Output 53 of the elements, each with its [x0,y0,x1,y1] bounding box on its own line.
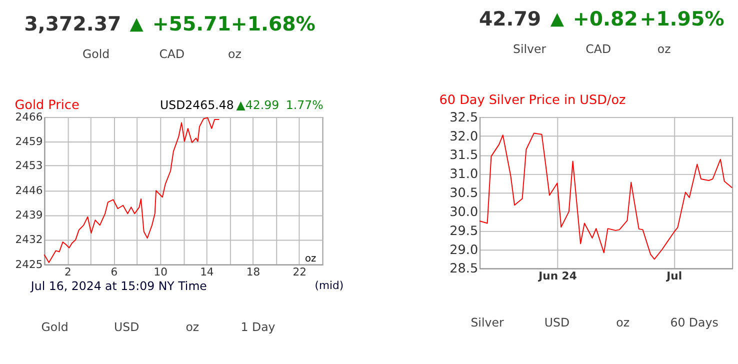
text: Gold [82,46,110,61]
x-tick-label: Jun 24 [538,270,578,283]
text: oz [228,46,242,61]
x-tick-label: 2 [64,266,72,279]
annotation: oz [304,253,316,264]
text: USD2465.48 [160,98,234,112]
y-tick-label: 32.0 [450,129,478,144]
x-tick-label: 10 [154,266,168,279]
text: CAD [586,42,612,56]
y-tick-label: 28.5 [450,262,478,277]
text: Silver [512,42,546,56]
text: 3,372.37 [24,12,122,36]
chart-title: 60 Day Silver Price in USD/oz [439,93,626,108]
y-tick-label: 2446 [15,184,43,198]
y-tick-label: 2459 [15,134,43,148]
x-tick-label: 6 [110,266,118,279]
text: oz [186,320,200,334]
text: 60 Days [670,315,718,330]
text: Silver [470,315,504,330]
text: ▲ [130,14,144,34]
text: Jul 16, 2024 at 15:09 NY Time [30,278,207,293]
text: USD [114,320,140,334]
x-tick-label: 22 [292,266,307,279]
y-tick-label: 2432 [15,233,43,246]
text: +1.95% [640,8,725,31]
text: +0.82 [572,8,638,31]
text: oz [657,42,671,56]
y-tick-label: 29.5 [450,224,478,239]
text: (mid) [314,278,344,292]
y-tick-label: 2425 [15,258,43,271]
text: ▲42.99 [236,98,280,112]
text: Gold [41,320,68,334]
text: 1 Day [240,320,276,334]
line-series [479,132,733,260]
text: 1.77% [286,98,324,112]
text: ▲ [550,10,564,30]
text: oz [616,315,630,330]
text: USD [544,315,570,330]
text: CAD [159,46,185,61]
y-tick-label: 31.5 [450,148,478,164]
y-tick-label: 32.5 [450,110,478,126]
y-tick-label: 2453 [15,158,43,172]
x-tick-label: 14 [200,266,214,279]
y-tick-label: 31.0 [450,167,478,182]
text: 42.79 [478,8,542,31]
x-tick-label: Jul [666,270,682,283]
text: +1.68% [230,12,316,36]
x-tick-label: 18 [246,266,260,279]
y-tick-label: 30.0 [450,204,478,220]
y-tick-label: 2439 [15,208,43,222]
y-tick-label: 29.0 [450,242,478,258]
y-tick-label: 30.5 [450,186,478,202]
text: +55.71 [152,12,231,36]
